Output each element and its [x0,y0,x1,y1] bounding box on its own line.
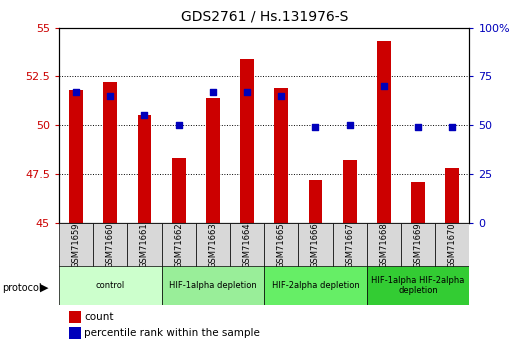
Point [414,124,422,130]
Text: GSM71663: GSM71663 [208,222,218,268]
Bar [299,223,332,267]
Text: protocol: protocol [3,283,42,293]
Bar [137,115,151,223]
Bar [445,168,459,223]
Bar [162,223,196,267]
Text: count: count [85,312,114,322]
Bar [264,266,367,305]
Text: GSM71670: GSM71670 [448,222,457,268]
Text: HIF-1alpha HIF-2alpha
depletion: HIF-1alpha HIF-2alpha depletion [371,276,465,295]
Bar [343,160,357,223]
Bar [127,223,162,267]
Bar [104,82,117,223]
Bar [332,223,367,267]
Text: GSM71667: GSM71667 [345,222,354,268]
Text: GSM71659: GSM71659 [72,222,81,268]
Text: ▶: ▶ [40,283,48,293]
Text: GSM71665: GSM71665 [277,222,286,268]
Text: GSM71664: GSM71664 [243,222,251,268]
Point [277,93,285,99]
Point [311,124,320,130]
Bar [240,59,254,223]
Text: GSM71669: GSM71669 [413,222,423,268]
Point [209,89,217,95]
Text: HIF-2alpha depletion: HIF-2alpha depletion [271,281,360,290]
Point [448,124,457,130]
Bar [69,90,83,223]
Point [243,89,251,95]
Point [380,83,388,89]
Bar [230,223,264,267]
Bar [274,88,288,223]
Bar [59,223,93,267]
Text: GSM71668: GSM71668 [380,222,388,268]
Title: GDS2761 / Hs.131976-S: GDS2761 / Hs.131976-S [181,10,348,24]
Bar [377,41,391,223]
Point [106,93,114,99]
Text: control: control [95,281,125,290]
Point [72,89,80,95]
Bar [435,223,469,267]
Text: GSM71662: GSM71662 [174,222,183,268]
Bar [69,310,81,323]
Text: HIF-1alpha depletion: HIF-1alpha depletion [169,281,257,290]
Text: percentile rank within the sample: percentile rank within the sample [85,328,260,338]
Text: GSM71661: GSM71661 [140,222,149,268]
Text: GSM71660: GSM71660 [106,222,115,268]
Bar [206,98,220,223]
Bar [172,158,186,223]
Bar [162,266,264,305]
Text: GSM71666: GSM71666 [311,222,320,268]
Bar [401,223,435,267]
Bar [411,181,425,223]
Bar [93,223,127,267]
Point [174,122,183,128]
Bar [367,266,469,305]
Bar [367,223,401,267]
Bar [69,327,81,339]
Bar [196,223,230,267]
Bar [309,180,322,223]
Bar [59,266,162,305]
Point [141,112,149,118]
Bar [264,223,299,267]
Point [346,122,354,128]
